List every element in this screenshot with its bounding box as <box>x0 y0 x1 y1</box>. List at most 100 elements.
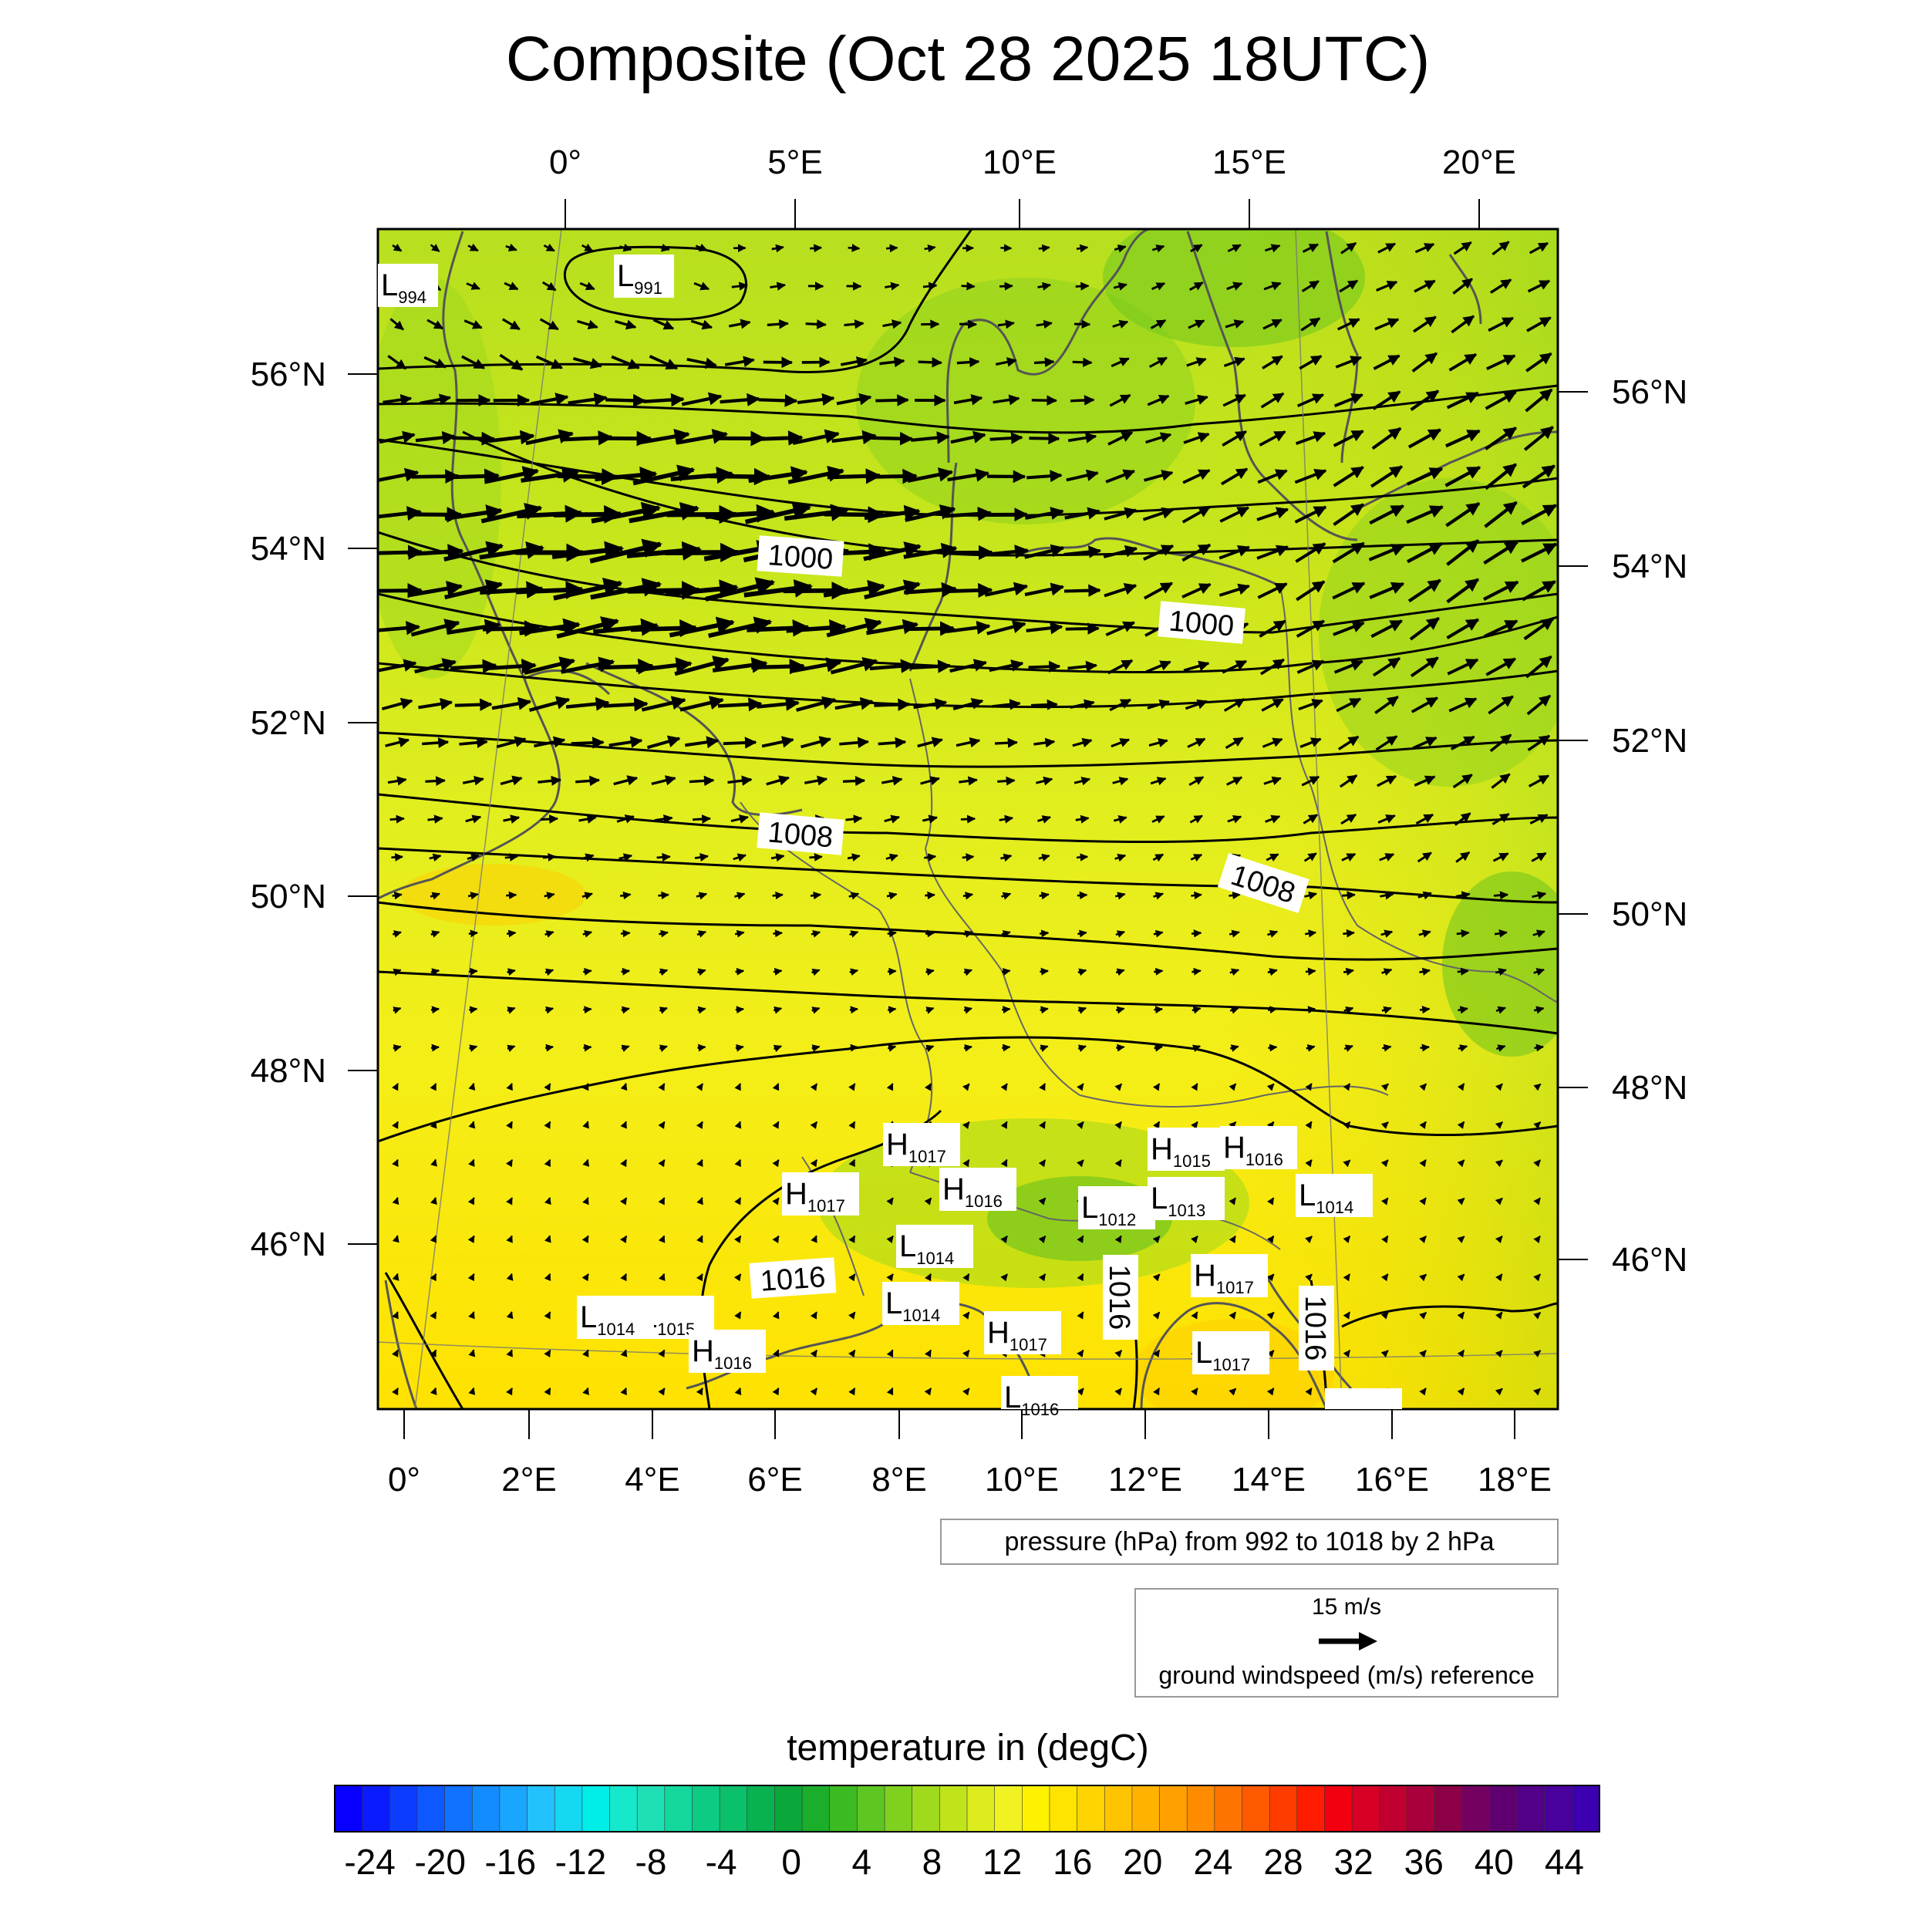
top-lon-label: 10°E <box>983 143 1057 181</box>
colorbar-box <box>1407 1785 1434 1832</box>
top-lon-axis: 0° 5°E 10°E 15°E 20°E <box>549 143 1516 229</box>
left-lat-label: 54°N <box>251 530 326 568</box>
wind-vector <box>689 781 713 782</box>
wind-vector <box>587 1160 588 1164</box>
wind-vector <box>422 742 448 743</box>
wind-vector <box>1002 1047 1010 1048</box>
center-value: 1016 <box>965 1192 1003 1211</box>
colorbar-box <box>885 1785 912 1832</box>
colorbar-box <box>335 1785 362 1832</box>
left-lat-axis: 56°N 54°N 52°N 50°N 48°N 46°N <box>251 356 378 1263</box>
wind-vector <box>693 818 710 819</box>
colorbar-box <box>500 1785 528 1832</box>
center-letter: H <box>1194 1259 1216 1293</box>
wind-vector <box>1306 1009 1315 1010</box>
isobar-label: 1016 <box>749 1257 836 1299</box>
wind-vector <box>575 781 599 782</box>
colorbar-tick-label: -12 <box>555 1842 606 1882</box>
wind-vector <box>1031 704 1057 705</box>
pressure-legend: pressure (hPa) from 992 to 1018 by 2 hPa <box>941 1519 1558 1564</box>
center-letter: L <box>580 1300 597 1334</box>
center-value: 994 <box>398 288 426 307</box>
wind-vector <box>723 742 756 743</box>
wind-vector <box>924 856 935 858</box>
cool-region-carpathians <box>1442 872 1581 1057</box>
colorbar-box <box>1352 1785 1380 1832</box>
wind-vector <box>1032 400 1057 401</box>
center-value: 1017 <box>807 1196 845 1216</box>
wind-vector <box>393 895 402 896</box>
colorbar-box <box>472 1785 500 1832</box>
bottom-lon-label: 18°E <box>1478 1461 1552 1499</box>
wind-vector <box>1535 1047 1544 1048</box>
colorbar-box <box>1297 1785 1325 1832</box>
pressure-legend-text: pressure (hPa) from 992 to 1018 by 2 hPa <box>1004 1527 1494 1556</box>
wind-vector <box>452 438 494 439</box>
wind-vector <box>621 933 630 934</box>
colorbar-box <box>692 1785 720 1832</box>
wind-vector <box>1343 932 1354 934</box>
wind-vector <box>455 704 491 706</box>
wind-vector <box>871 438 912 439</box>
colorbar-tick-label: 20 <box>1123 1842 1162 1882</box>
wind-vector <box>964 1047 972 1048</box>
colorbar-box <box>637 1785 665 1832</box>
bottom-lon-label: 12°E <box>1108 1461 1182 1499</box>
colorbar-box <box>1077 1785 1105 1832</box>
wind-vector <box>505 857 517 858</box>
wind-vector <box>774 971 782 973</box>
wind-vector <box>736 1047 743 1048</box>
colorbar-box <box>1572 1785 1599 1832</box>
wind-vector <box>710 476 770 477</box>
center-value: 1012 <box>1098 1210 1136 1229</box>
colorbar-box <box>1022 1785 1050 1832</box>
bottom-lon-label: 4°E <box>625 1461 679 1499</box>
colorbar-tick-label: 24 <box>1193 1842 1232 1882</box>
wind-vector <box>473 1388 474 1392</box>
colorbar-box <box>1215 1785 1242 1832</box>
wind-vector <box>507 932 515 933</box>
wind-vector <box>959 324 976 325</box>
center-value: 1016 <box>1021 1400 1059 1419</box>
wind-vector <box>600 438 651 439</box>
colorbar-box <box>1489 1785 1517 1832</box>
wind-vector <box>396 1236 397 1239</box>
colorbar-box <box>1434 1785 1462 1832</box>
center-value: 991 <box>634 278 662 298</box>
isobar-label-text: 1016 <box>759 1261 826 1298</box>
colorbar-box <box>1242 1785 1270 1832</box>
wind-vector <box>1420 1009 1430 1010</box>
colorbar-tick-label: 36 <box>1404 1842 1444 1882</box>
wind-vector <box>511 1312 512 1316</box>
wind-vector <box>473 1350 474 1354</box>
wind-vector <box>888 932 896 934</box>
colorbar-tick-label: 12 <box>983 1842 1022 1882</box>
wind-vector <box>806 324 826 325</box>
center-letter: H <box>692 1334 714 1368</box>
colorbar-box <box>554 1785 582 1832</box>
colorbar-tick-label: 44 <box>1545 1842 1584 1882</box>
wind-vector <box>1192 971 1200 973</box>
isobar-label-text: 1000 <box>767 539 834 576</box>
pressure-center: L1014 <box>1296 1174 1373 1217</box>
center-letter: H <box>1223 1131 1245 1165</box>
colorbar-title: temperature in (degC) <box>787 1728 1149 1768</box>
colorbar-tick-label: 32 <box>1334 1842 1374 1882</box>
right-lat-axis: 56°N 54°N 52°N 50°N 48°N 46°N <box>1558 373 1687 1279</box>
colorbar-box <box>802 1785 830 1832</box>
center-letter: H <box>1151 1132 1173 1166</box>
colorbar-box <box>1269 1785 1297 1832</box>
wind-vector <box>962 857 974 858</box>
wind-reference-caption: ground windspeed (m/s) reference <box>1158 1661 1534 1689</box>
wind-vector <box>888 1009 895 1010</box>
wind-vector <box>1457 932 1469 934</box>
isobar-label: 1008 <box>757 812 844 855</box>
colorbar-box <box>939 1785 967 1832</box>
left-lat-label: 56°N <box>251 356 326 393</box>
left-lat-label: 52°N <box>251 704 326 742</box>
wind-vector <box>1034 362 1053 363</box>
pressure-center: H1017 <box>782 1172 859 1216</box>
wind-vector <box>868 476 916 477</box>
center-letter: L <box>381 268 398 302</box>
